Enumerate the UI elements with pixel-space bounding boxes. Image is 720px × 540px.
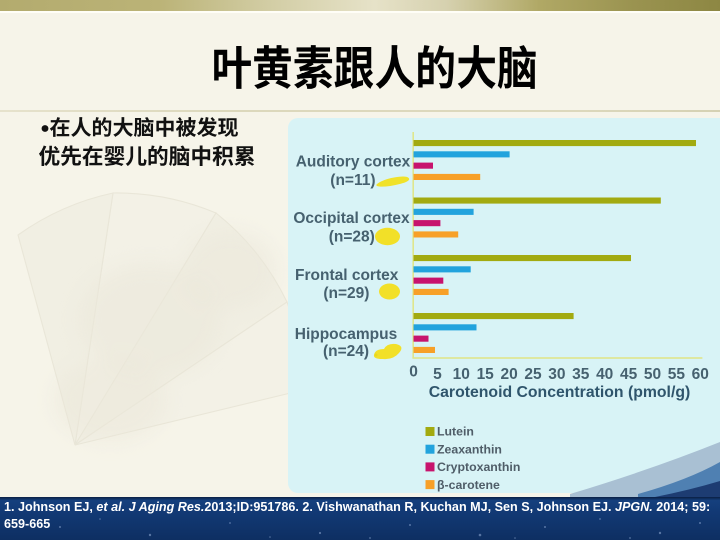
svg-text:Lutein: Lutein [437, 425, 474, 439]
svg-text:(n=28): (n=28) [329, 229, 375, 246]
svg-text:(n=29): (n=29) [323, 285, 369, 302]
svg-text:Hippocampus: Hippocampus [295, 326, 397, 343]
svg-text:10: 10 [453, 366, 470, 383]
svg-text:15: 15 [477, 366, 495, 383]
svg-text:(n=11): (n=11) [330, 172, 375, 189]
svg-text:20: 20 [500, 366, 517, 383]
svg-text:(n=24): (n=24) [323, 343, 369, 360]
svg-text:35: 35 [572, 366, 590, 383]
svg-text:60: 60 [692, 366, 709, 383]
svg-text:30: 30 [548, 366, 565, 383]
svg-text:0: 0 [409, 364, 418, 381]
svg-text:Carotenoid Concentration (pmol: Carotenoid Concentration (pmol/g) [429, 384, 691, 401]
svg-text:5: 5 [433, 366, 442, 383]
svg-text:Zeaxanthin: Zeaxanthin [437, 442, 502, 456]
svg-text:25: 25 [524, 366, 542, 383]
svg-text:Cryptoxanthin: Cryptoxanthin [437, 460, 520, 474]
svg-text:Occipital cortex: Occipital cortex [293, 210, 410, 227]
svg-text:55: 55 [668, 366, 686, 383]
svg-text:Frontal cortex: Frontal cortex [295, 267, 399, 284]
svg-text:45: 45 [620, 366, 638, 383]
svg-text:β-carotene: β-carotene [437, 478, 500, 492]
svg-text:Auditory cortex: Auditory cortex [296, 154, 411, 171]
svg-text:50: 50 [644, 366, 661, 383]
svg-text:40: 40 [596, 366, 613, 383]
